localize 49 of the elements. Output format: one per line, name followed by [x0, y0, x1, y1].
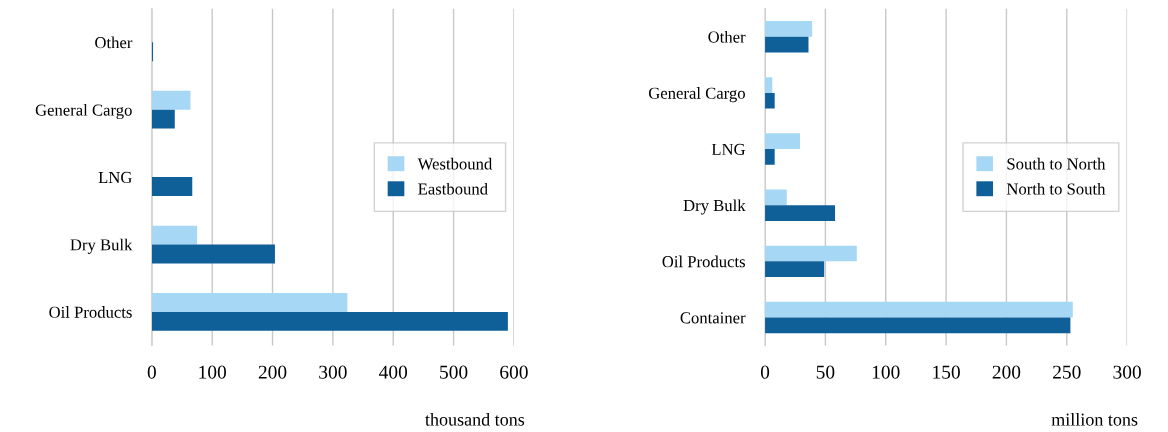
- y-tick-label: LNG: [711, 143, 746, 155]
- bar: [151, 244, 275, 264]
- bar: [765, 92, 775, 109]
- bar: [151, 177, 193, 196]
- x-axis-title: thousand tons: [425, 412, 525, 426]
- bar: [765, 36, 809, 53]
- bar: [765, 133, 801, 150]
- bar: [151, 90, 191, 110]
- y-tick-label: Oil Products: [49, 306, 132, 318]
- bar: [151, 311, 508, 331]
- y-tick-label: Oil Products: [662, 255, 745, 268]
- bar: [765, 261, 825, 278]
- x-tick-label: 50: [816, 365, 835, 379]
- legend-label: Westbound: [417, 157, 493, 170]
- x-tick-label: 400: [379, 365, 408, 379]
- x-tick-label: 200: [258, 365, 287, 379]
- x-tick-label: 100: [199, 365, 227, 379]
- legend-label: South to North: [1007, 157, 1106, 170]
- x-tick-label: 600: [500, 365, 528, 379]
- y-tick-label: Dry Bulk: [683, 199, 746, 215]
- legend-label: Eastbound: [418, 182, 488, 195]
- x-tick-label: 300: [319, 365, 347, 379]
- y-tick-label: Dry Bulk: [70, 238, 133, 254]
- bar: [765, 301, 1073, 318]
- bar: [765, 245, 857, 262]
- x-tick-label: 200: [992, 365, 1021, 379]
- bar: [151, 225, 198, 245]
- y-tick-label: General Cargo: [648, 87, 745, 103]
- x-tick-label: 250: [1053, 365, 1081, 379]
- y-tick-label: General Cargo: [35, 103, 132, 120]
- x-tick-label: 0: [760, 365, 770, 379]
- y-tick-label: Other: [95, 36, 133, 49]
- y-tick-label: Container: [680, 312, 746, 324]
- x-tick-label: 500: [440, 365, 468, 379]
- bar: [765, 205, 836, 221]
- x-tick-label: 300: [1113, 365, 1141, 379]
- bar: [151, 293, 348, 312]
- bar: [765, 189, 787, 206]
- legend-label: North to South: [1006, 182, 1106, 195]
- y-tick-label: Other: [708, 30, 746, 43]
- x-axis-title: million tons: [1051, 412, 1138, 426]
- bar: [765, 317, 1071, 334]
- y-tick-label: LNG: [98, 171, 132, 184]
- bar: [765, 21, 813, 37]
- bar: [151, 109, 175, 129]
- x-tick-label: 150: [933, 365, 960, 379]
- x-tick-label: 100: [872, 365, 900, 379]
- bar: [765, 149, 775, 165]
- x-tick-label: 0: [147, 365, 156, 379]
